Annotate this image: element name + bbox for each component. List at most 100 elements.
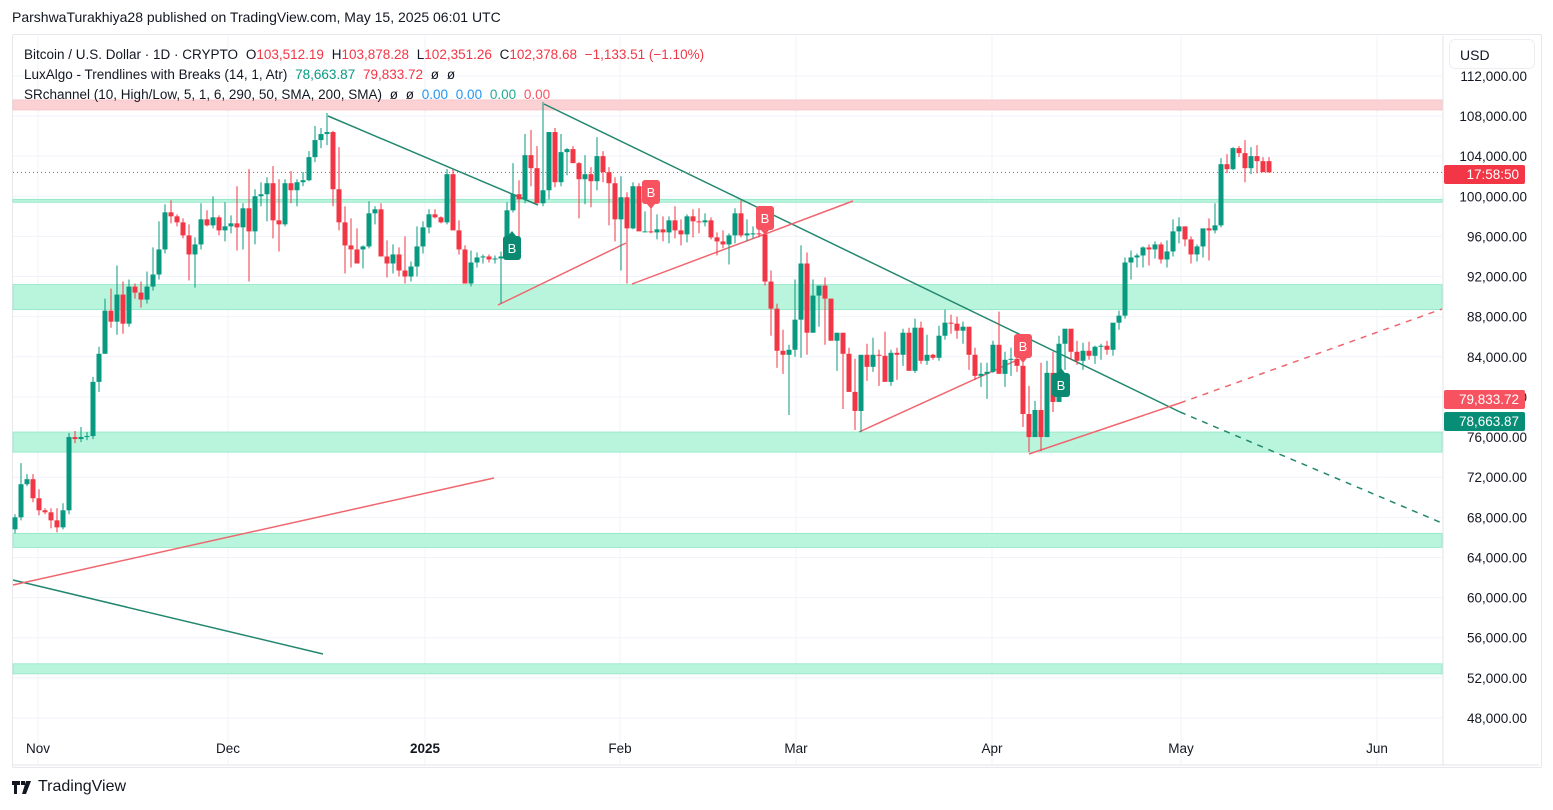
candle xyxy=(582,174,588,180)
candle xyxy=(204,219,210,226)
candle xyxy=(1140,247,1146,256)
candles xyxy=(12,101,1272,534)
candle xyxy=(432,214,438,218)
candle xyxy=(1176,226,1182,232)
candle xyxy=(972,354,978,376)
legend-indicator-luxalgo[interactable]: LuxAlgo - Trendlines with Breaks (14, 1,… xyxy=(24,65,708,85)
candle xyxy=(534,168,540,204)
uptrend-line[interactable] xyxy=(497,242,627,306)
na-value: ø xyxy=(430,67,440,82)
downtrend-line[interactable] xyxy=(543,103,1181,413)
candle xyxy=(684,216,690,235)
candle xyxy=(936,335,942,358)
uptrend-line[interactable] xyxy=(631,200,854,285)
tradingview-brand[interactable]: TradingView xyxy=(12,778,126,796)
candle xyxy=(162,212,168,250)
candle xyxy=(564,149,570,153)
candle xyxy=(774,308,780,351)
candle xyxy=(1026,413,1032,438)
candle xyxy=(480,256,486,258)
candle xyxy=(516,194,522,200)
candle xyxy=(312,140,318,158)
uptrend-line[interactable] xyxy=(858,359,1018,433)
candle xyxy=(30,479,36,499)
indicator-value: 0.00 xyxy=(489,87,517,102)
candle xyxy=(306,157,312,181)
publisher-line: ParshwaTurakhiya28 published on TradingV… xyxy=(12,9,501,25)
candle xyxy=(924,354,930,361)
indicator-value-upper: 79,833.72 xyxy=(362,67,424,82)
candle xyxy=(1098,345,1104,347)
bearish-break-label[interactable]: B xyxy=(642,180,660,209)
candle xyxy=(1122,262,1128,316)
high-value: 103,878.28 xyxy=(341,47,410,62)
support-zone xyxy=(12,532,1443,548)
na-value: ø xyxy=(405,87,414,102)
candle xyxy=(888,352,894,382)
candle xyxy=(1116,315,1122,323)
candle xyxy=(1152,244,1158,250)
candle xyxy=(456,230,462,250)
candle xyxy=(72,437,78,440)
bullish-break-label[interactable]: B xyxy=(1052,368,1070,397)
price-tick-label: 48,000.00 xyxy=(1467,711,1527,726)
candle xyxy=(342,222,348,246)
candle xyxy=(600,156,606,173)
candle xyxy=(1062,328,1068,344)
candle xyxy=(438,217,444,223)
candle xyxy=(126,286,132,324)
uptrend-line[interactable] xyxy=(1179,308,1443,404)
candle xyxy=(270,183,276,221)
candle xyxy=(978,373,984,376)
candle xyxy=(690,216,696,222)
resistance-zone xyxy=(12,99,1443,111)
candle xyxy=(240,208,246,228)
tradingview-logo-icon xyxy=(12,780,31,794)
time-tick-label: Mar xyxy=(784,741,808,756)
candle xyxy=(216,217,222,231)
candle xyxy=(1170,231,1176,252)
downtrend-line[interactable] xyxy=(1179,411,1443,524)
countdown-tag: 17:58:50 xyxy=(1444,165,1525,184)
candle xyxy=(852,391,858,411)
currency-button[interactable]: USD xyxy=(1449,39,1535,69)
candle xyxy=(402,270,408,277)
candle xyxy=(378,209,384,257)
candle xyxy=(294,182,300,191)
time-tick-label: Jun xyxy=(1366,741,1388,756)
time-tick-label: Feb xyxy=(608,741,631,756)
candle xyxy=(138,292,144,300)
bullish-break-label[interactable]: B xyxy=(503,231,521,260)
candle xyxy=(894,352,900,355)
candle xyxy=(642,231,648,233)
candle xyxy=(636,186,642,232)
candle xyxy=(660,229,666,233)
uptrend-line[interactable] xyxy=(1028,402,1181,455)
candle xyxy=(144,286,150,300)
bearish-break-label[interactable]: B xyxy=(756,206,774,235)
price-tick-label: 64,000.00 xyxy=(1467,550,1527,565)
candle xyxy=(324,132,330,135)
candle xyxy=(390,254,396,264)
support-zone xyxy=(12,663,1443,675)
candle xyxy=(1188,239,1194,255)
candle xyxy=(624,197,630,229)
candle xyxy=(174,216,180,223)
bearish-break-label[interactable]: B xyxy=(1014,334,1032,363)
candle xyxy=(696,221,702,223)
downtrend-line[interactable] xyxy=(327,115,539,206)
candle xyxy=(606,172,612,184)
legend-indicator-srchannel[interactable]: SRchannel (10, High/Low, 5, 1, 6, 290, 5… xyxy=(24,85,708,105)
candle xyxy=(18,484,24,518)
uptrend-line[interactable] xyxy=(12,477,495,586)
support-line-zone xyxy=(12,198,1443,203)
indicator-value: 0.00 xyxy=(421,87,449,102)
candle xyxy=(192,244,198,255)
legend-symbol-row[interactable]: Bitcoin / U.S. Dollar · 1D · CRYPTO O103… xyxy=(24,47,705,62)
candle xyxy=(1080,350,1086,361)
candle xyxy=(132,286,138,293)
downtrend-line[interactable] xyxy=(12,579,324,655)
time-axis[interactable]: Nov Dec 2025 Feb Mar Apr May Jun xyxy=(26,741,1388,756)
candle xyxy=(1260,161,1266,173)
